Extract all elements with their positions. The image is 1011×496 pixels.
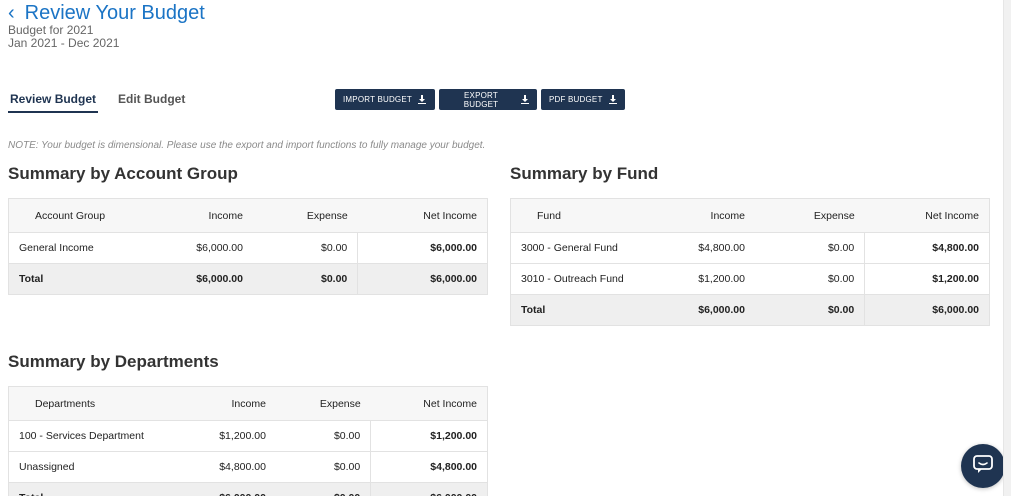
account-group-table: Account Group Income Expense Net Income … — [8, 198, 488, 295]
column-header: Net Income — [370, 386, 488, 421]
table-row: 100 - Services Department $1,200.00 $0.0… — [8, 420, 488, 452]
total-row: Total $6,000.00 $0.00 $6,000.00 — [510, 294, 990, 326]
total-net-income: $6,000.00 — [370, 482, 488, 496]
budget-actions: IMPORT BUDGET EXPORT BUDGET PDF BUDGET — [335, 89, 625, 110]
row-name: 3010 - Outreach Fund — [510, 263, 656, 295]
page-header: ‹ Review Your Budget Budget for 2021 Jan… — [8, 2, 205, 50]
total-label: Total — [510, 294, 656, 326]
column-header: Account Group — [8, 198, 154, 233]
total-row: Total $6,000.00 $0.00 $6,000.00 — [8, 482, 488, 496]
dimensional-note: NOTE: Your budget is dimensional. Please… — [8, 140, 486, 151]
download-icon — [608, 95, 617, 104]
row-net-income: $1,200.00 — [370, 420, 488, 452]
column-header: Expense — [275, 386, 371, 421]
row-income: $1,200.00 — [176, 420, 276, 452]
chat-bubble-icon — [972, 454, 994, 479]
total-row: Total $6,000.00 $0.00 $6,000.00 — [8, 263, 488, 295]
table-header-row: Fund Income Expense Net Income — [510, 198, 990, 233]
column-header: Income — [153, 198, 253, 233]
tab-edit-budget[interactable]: Edit Budget — [118, 92, 186, 106]
column-header: Expense — [252, 198, 358, 233]
row-net-income: $6,000.00 — [357, 232, 488, 264]
total-net-income: $6,000.00 — [357, 263, 488, 295]
budget-period: Jan 2021 - Dec 2021 — [8, 36, 120, 50]
total-label: Total — [8, 263, 154, 295]
row-name: General Income — [8, 232, 154, 264]
import-budget-button[interactable]: IMPORT BUDGET — [335, 89, 435, 110]
chevron-left-icon[interactable]: ‹ — [8, 2, 15, 24]
download-icon — [521, 95, 529, 104]
row-net-income: $1,200.00 — [864, 263, 990, 295]
total-label: Total — [8, 482, 177, 496]
fund-table: Fund Income Expense Net Income 3000 - Ge… — [510, 198, 990, 326]
table-header-row: Departments Income Expense Net Income — [8, 386, 488, 421]
column-header: Income — [176, 386, 276, 421]
fund-title: Summary by Fund — [510, 164, 659, 183]
row-income: $1,200.00 — [655, 263, 755, 295]
chat-button[interactable] — [961, 444, 1005, 488]
departments-title: Summary by Departments — [8, 352, 219, 371]
row-expense: $0.00 — [754, 232, 865, 264]
budget-name: Budget for 2021 — [8, 23, 94, 37]
total-expense: $0.00 — [275, 482, 371, 496]
pdf-budget-button[interactable]: PDF BUDGET — [541, 89, 625, 110]
row-income: $4,800.00 — [176, 451, 276, 483]
row-expense: $0.00 — [275, 451, 371, 483]
table-header-row: Account Group Income Expense Net Income — [8, 198, 488, 233]
table-row: Unassigned $4,800.00 $0.00 $4,800.00 — [8, 451, 488, 483]
title-row: ‹ Review Your Budget — [8, 2, 205, 24]
table-row: 3000 - General Fund $4,800.00 $0.00 $4,8… — [510, 232, 990, 264]
import-budget-label: IMPORT BUDGET — [343, 95, 412, 104]
column-header: Expense — [754, 198, 865, 233]
row-income: $4,800.00 — [655, 232, 755, 264]
page-scrollbar[interactable] — [1003, 0, 1011, 496]
row-expense: $0.00 — [275, 420, 371, 452]
departments-table: Departments Income Expense Net Income 10… — [8, 386, 488, 496]
column-header: Fund — [510, 198, 656, 233]
tab-bar: Review Budget Edit Budget — [8, 90, 205, 113]
total-expense: $0.00 — [754, 294, 865, 326]
total-expense: $0.00 — [252, 263, 358, 295]
total-income: $6,000.00 — [176, 482, 276, 496]
row-expense: $0.00 — [754, 263, 865, 295]
row-expense: $0.00 — [252, 232, 358, 264]
row-name: Unassigned — [8, 451, 177, 483]
table-row: 3010 - Outreach Fund $1,200.00 $0.00 $1,… — [510, 263, 990, 295]
download-icon — [417, 95, 426, 104]
column-header: Income — [655, 198, 755, 233]
column-header: Departments — [8, 386, 177, 421]
export-budget-button[interactable]: EXPORT BUDGET — [439, 89, 537, 110]
row-income: $6,000.00 — [153, 232, 253, 264]
row-name: 3000 - General Fund — [510, 232, 656, 264]
tab-review-budget[interactable]: Review Budget — [8, 90, 99, 113]
pdf-budget-label: PDF BUDGET — [549, 95, 603, 104]
export-budget-label: EXPORT BUDGET — [463, 90, 499, 109]
row-net-income: $4,800.00 — [370, 451, 488, 483]
row-name: 100 - Services Department — [8, 420, 177, 452]
column-header: Net Income — [357, 198, 488, 233]
column-header: Net Income — [864, 198, 990, 233]
total-net-income: $6,000.00 — [864, 294, 990, 326]
total-income: $6,000.00 — [153, 263, 253, 295]
account-group-title: Summary by Account Group — [8, 164, 238, 183]
page-title: Review Your Budget — [24, 2, 205, 24]
total-income: $6,000.00 — [655, 294, 755, 326]
row-net-income: $4,800.00 — [864, 232, 990, 264]
table-row: General Income $6,000.00 $0.00 $6,000.00 — [8, 232, 488, 264]
